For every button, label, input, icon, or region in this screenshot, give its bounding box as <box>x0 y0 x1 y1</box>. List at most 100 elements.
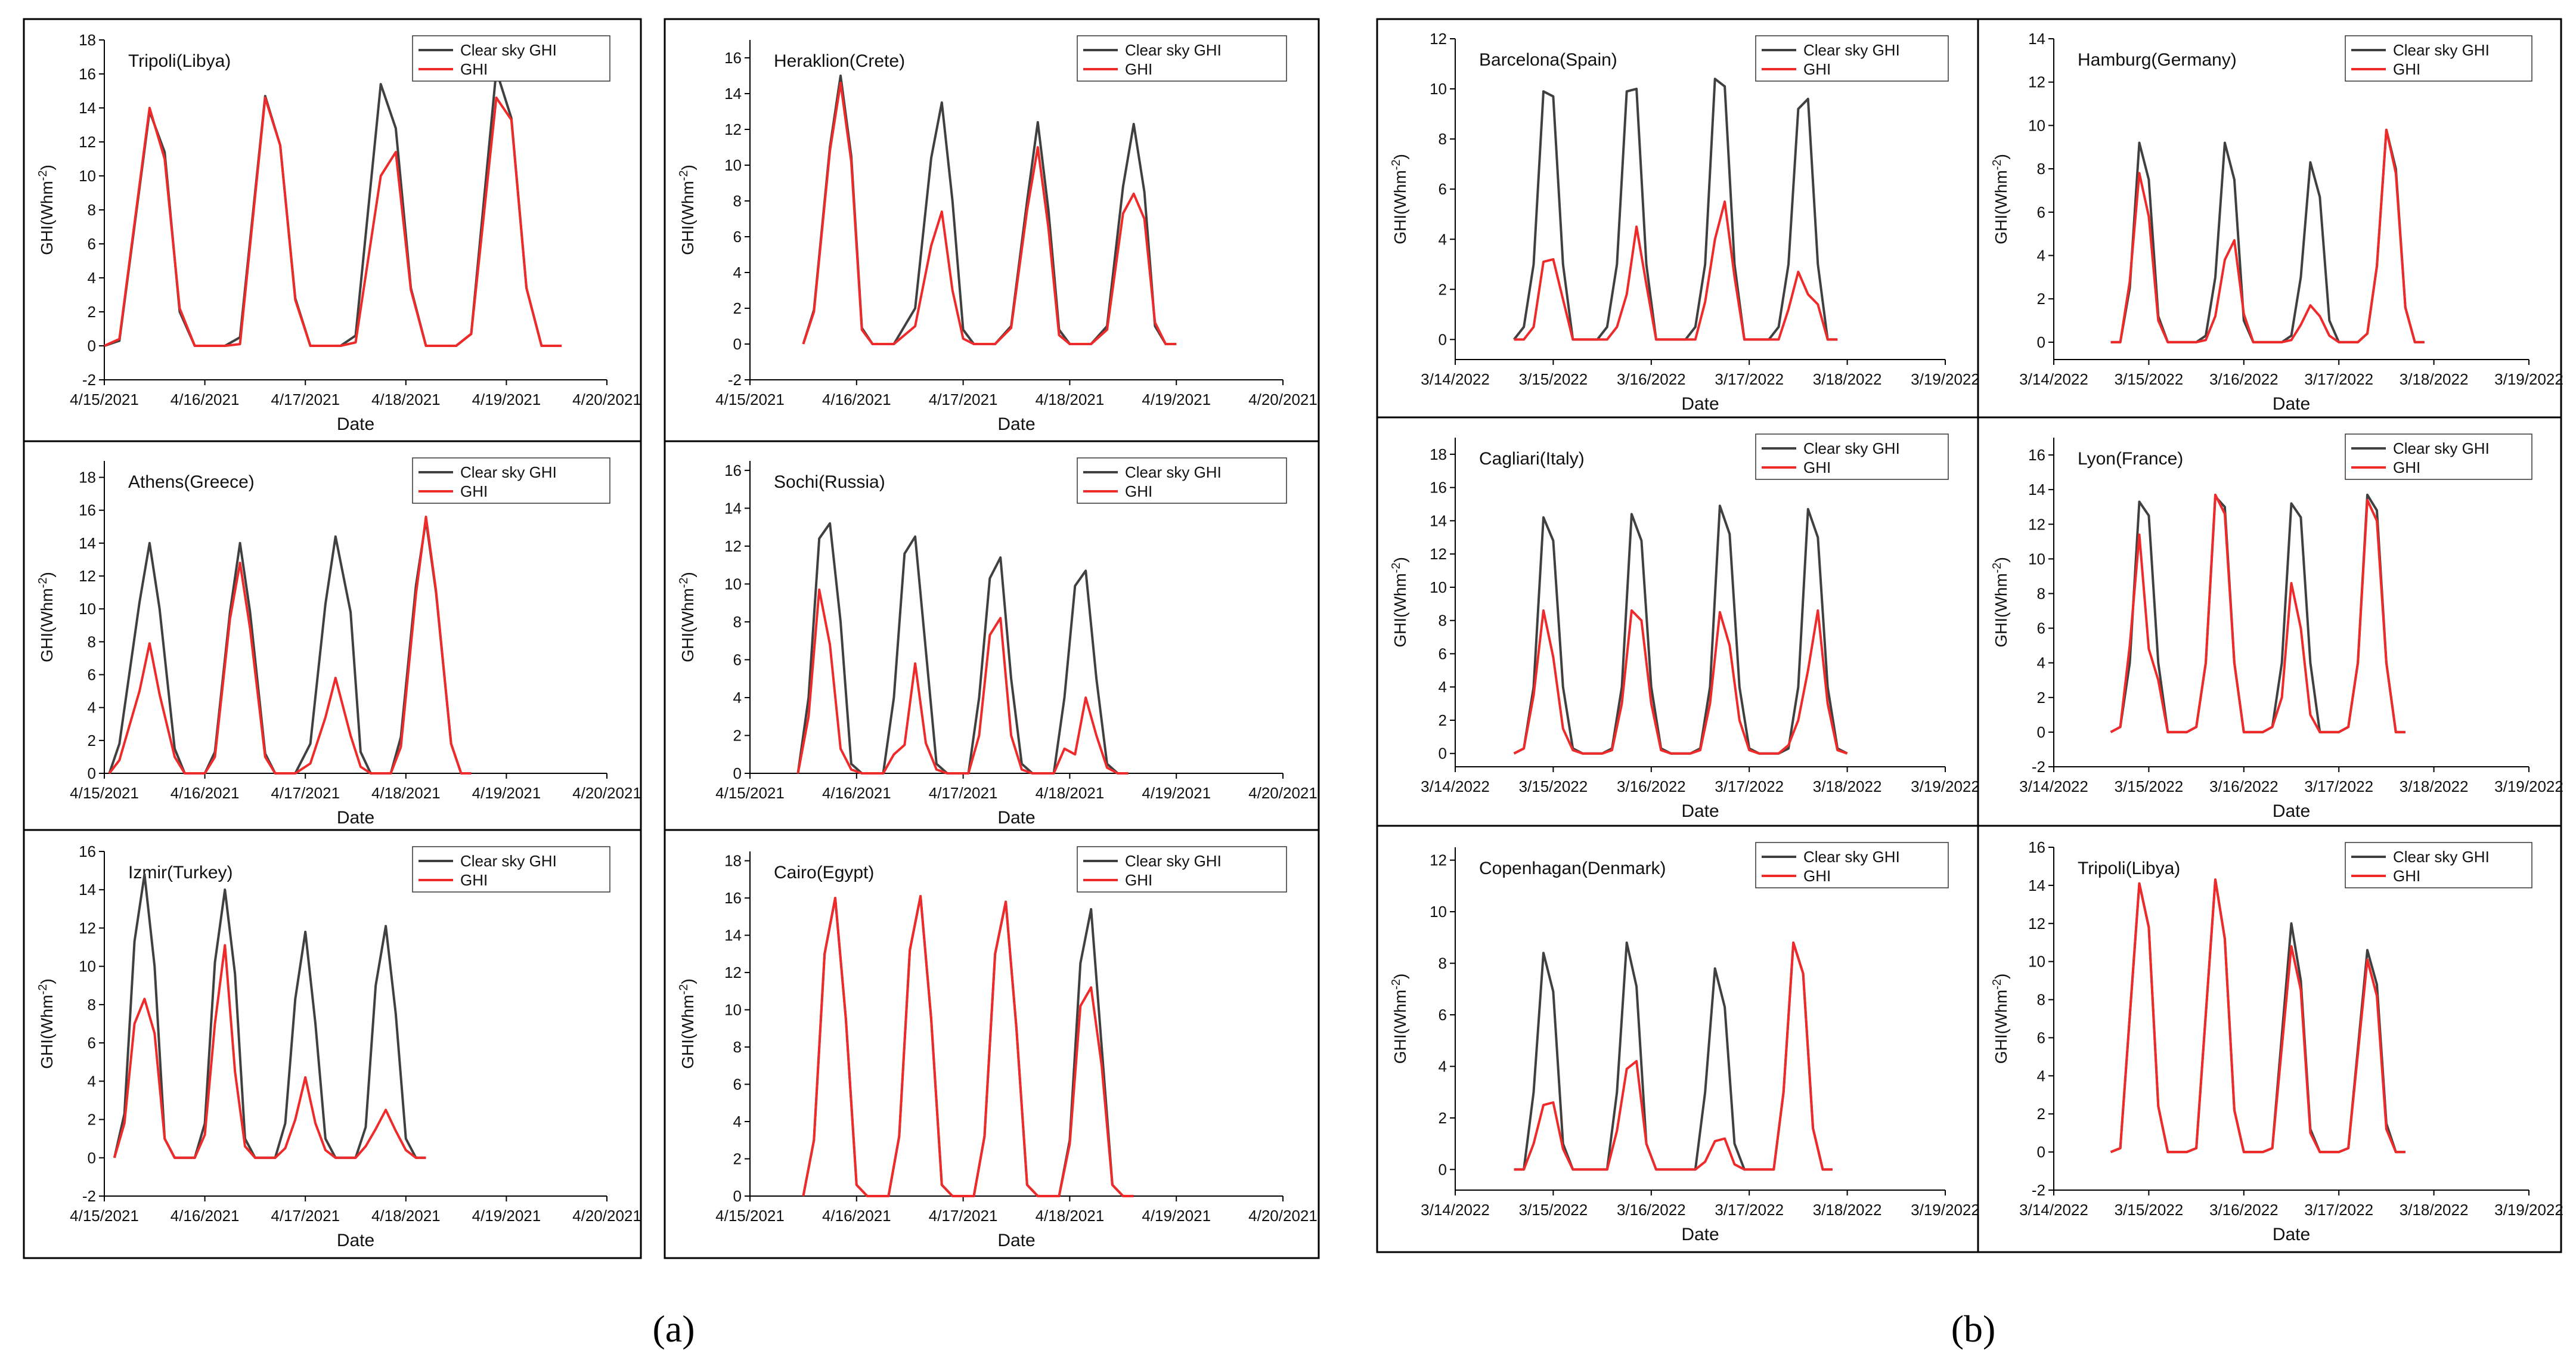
x-tick-label: 4/15/2021 <box>70 1207 139 1225</box>
x-axis-title: Date <box>997 414 1035 434</box>
series-ghi-line <box>802 82 1177 345</box>
y-axis-title: GHI(Whm-2) <box>1991 557 2010 648</box>
y-tick-label: 16 <box>79 65 96 83</box>
y-tick-label: 6 <box>88 666 96 684</box>
y-tick-label: 16 <box>724 49 742 67</box>
legend-box <box>1077 846 1287 893</box>
y-tick-label: 14 <box>1430 512 1447 529</box>
x-tick-label: 3/19/2022 <box>1911 1201 1980 1219</box>
legend-box <box>2345 842 2532 888</box>
legend-label-ghi: GHI <box>1803 459 1831 476</box>
legend-box <box>1755 433 1949 480</box>
y-tick-label: 14 <box>79 881 96 899</box>
legend-label-ghi: GHI <box>460 60 488 78</box>
y-tick-label: 2 <box>733 1150 742 1168</box>
y-tick-label: 4 <box>2037 1067 2045 1085</box>
y-tick-label: 2 <box>88 303 96 321</box>
x-tick-label: 3/17/2022 <box>1715 370 1784 388</box>
series-ghi-line <box>2110 128 2425 343</box>
x-axis-title: Date <box>337 808 374 828</box>
legend-label-clear-sky: Clear sky GHI <box>1803 41 1900 59</box>
y-tick-label: 10 <box>2028 953 2045 971</box>
y-tick-label: 14 <box>724 499 742 517</box>
y-tick-label: 12 <box>2028 915 2045 933</box>
y-tick-label: 16 <box>79 501 96 519</box>
y-tick-label: 4 <box>2037 247 2045 265</box>
legend-box <box>1077 35 1287 82</box>
x-tick-label: 3/15/2022 <box>1519 1201 1588 1219</box>
x-tick-label: 4/18/2021 <box>371 1207 441 1225</box>
x-tick-label: 4/19/2021 <box>1142 784 1211 802</box>
x-tick-label: 4/15/2021 <box>715 1207 785 1225</box>
x-tick-label: 4/20/2021 <box>572 1207 641 1225</box>
y-tick-label: 4 <box>88 1072 96 1090</box>
series-clear-sky-line <box>108 519 472 775</box>
chart-title: Lyon(France) <box>2078 449 2183 469</box>
legend-label-clear-sky: Clear sky GHI <box>1125 852 1222 870</box>
y-tick-label: 12 <box>79 133 96 151</box>
y-tick-label: 12 <box>724 964 742 981</box>
y-tick-label: 6 <box>2037 1029 2045 1046</box>
chart-title: Cagliari(Italy) <box>1479 449 1585 469</box>
series-ghi-line <box>1513 609 1848 755</box>
x-tick-label: 3/17/2022 <box>2304 1201 2373 1219</box>
y-tick-label: 8 <box>88 996 96 1014</box>
legend-label-clear-sky: Clear sky GHI <box>2393 41 2490 59</box>
x-tick-label: 4/17/2021 <box>929 391 998 408</box>
y-tick-label: -2 <box>82 371 96 389</box>
y-tick-label: 2 <box>1439 280 1447 298</box>
x-tick-label: 4/17/2021 <box>271 1207 340 1225</box>
y-tick-label: 4 <box>88 269 96 287</box>
y-tick-label: 10 <box>1430 578 1447 596</box>
x-tick-label: 3/16/2022 <box>2209 778 2279 795</box>
y-tick-label: 14 <box>2028 876 2045 894</box>
chart-izmir: -2 0 2 4 6 8 10 12 14 16 4/15/2021 4/16/2021 4/17/20… <box>23 829 642 1259</box>
y-tick-label: 12 <box>1430 545 1447 563</box>
y-tick-label: 6 <box>2037 203 2045 221</box>
legend-label-ghi: GHI <box>1125 482 1152 500</box>
x-axis-title: Date <box>1681 1225 1719 1244</box>
y-tick-label: 10 <box>1430 80 1447 98</box>
x-axis-title: Date <box>1681 801 1719 821</box>
y-tick-label: 12 <box>2028 515 2045 533</box>
x-tick-label: 4/19/2021 <box>1142 391 1211 408</box>
y-tick-label: 14 <box>724 85 742 103</box>
legend-box <box>1755 35 1949 82</box>
legend-label-ghi: GHI <box>2393 867 2420 885</box>
y-tick-label: 0 <box>733 335 742 353</box>
y-tick-label: 4 <box>1439 230 1447 248</box>
panels-layer: -2 0 2 4 6 8 10 12 14 16 18 4/15/2021 4/16/2021 4/17/… <box>23 18 2563 1259</box>
y-tick-label: 4 <box>88 699 96 717</box>
legend-label-clear-sky: Clear sky GHI <box>460 852 557 870</box>
y-tick-label: 2 <box>2037 290 2045 308</box>
x-tick-label: 4/19/2021 <box>472 391 541 408</box>
x-tick-label: 4/18/2021 <box>1036 1207 1105 1225</box>
x-tick-label: 3/14/2022 <box>2019 370 2088 388</box>
x-tick-label: 3/18/2022 <box>2400 370 2469 388</box>
y-tick-label: 8 <box>733 613 742 631</box>
y-tick-label: 16 <box>2028 838 2045 856</box>
y-tick-label: 2 <box>88 732 96 749</box>
panel-border <box>1376 825 1979 1253</box>
x-tick-label: 4/16/2021 <box>171 1207 240 1225</box>
x-tick-label: 3/17/2022 <box>1715 778 1784 795</box>
x-tick-label: 4/15/2021 <box>715 391 785 408</box>
y-tick-label: 2 <box>2037 1105 2045 1123</box>
y-tick-label: 0 <box>1439 330 1447 348</box>
x-tick-label: 3/14/2022 <box>2019 1201 2088 1219</box>
x-tick-label: 3/15/2022 <box>2115 1201 2184 1219</box>
x-axis-title: Date <box>2273 394 2310 414</box>
x-tick-label: 3/17/2022 <box>2304 370 2373 388</box>
x-tick-label: 3/16/2022 <box>1617 370 1686 388</box>
x-tick-label: 4/20/2021 <box>1248 391 1318 408</box>
legend-label-clear-sky: Clear sky GHI <box>460 41 557 59</box>
y-tick-label: 14 <box>2028 481 2045 498</box>
y-tick-label: 14 <box>79 99 96 117</box>
y-tick-label: 4 <box>2037 654 2045 672</box>
x-tick-label: 4/19/2021 <box>472 1207 541 1225</box>
x-axis-title: Date <box>997 1231 1035 1250</box>
legend-box <box>1755 842 1949 888</box>
x-tick-label: 4/15/2021 <box>715 784 785 802</box>
chart-hamburg: 0 2 4 6 8 10 12 14 3/14/2022 3/15/2022 3/16/2022 3/… <box>1977 18 2563 419</box>
chart-sochi: 0 2 4 6 8 10 12 14 16 4/15/2021 4/16/2021 4/17/2021… <box>664 440 1320 831</box>
